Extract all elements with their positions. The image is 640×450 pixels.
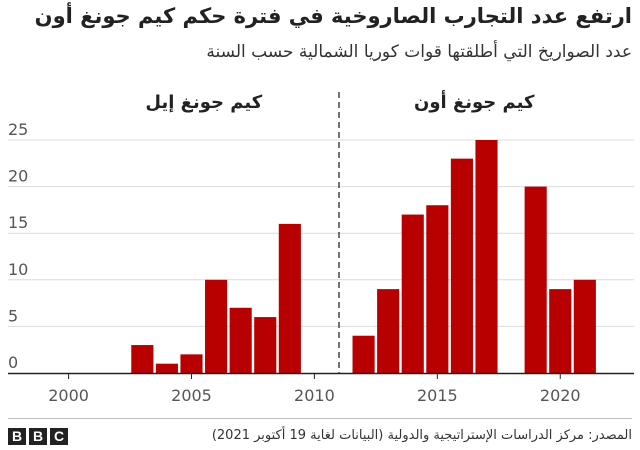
- x-tick-label: 2000: [48, 386, 89, 405]
- bar: [401, 214, 424, 373]
- y-tick-label: 25: [8, 120, 28, 139]
- bars: [131, 140, 596, 373]
- bar: [180, 354, 203, 373]
- y-tick-label: 10: [8, 260, 28, 279]
- era-labels: كيم جونغ إيل كيم جونغ أون: [145, 90, 535, 113]
- bbc-logo-letter: C: [50, 428, 68, 445]
- chart-subtitle: عدد الصواريخ التي أطلقتها قوات كوريا الش…: [206, 42, 632, 62]
- bbc-logo: B B C: [8, 428, 68, 445]
- bar: [205, 279, 228, 373]
- bar: [254, 317, 277, 373]
- bar: [131, 345, 154, 373]
- chart-title: ارتفع عدد التجارب الصاروخية في فترة حكم …: [34, 4, 632, 28]
- y-tick-label: 5: [8, 306, 18, 325]
- era-label: كيم جونغ إيل: [145, 92, 262, 113]
- bar-chart: 0 5 10 15 20 25 2000 2005 2010 2015 2020 كيم جونغ…: [8, 90, 634, 405]
- bar: [278, 223, 301, 373]
- y-tick-label: 20: [8, 167, 28, 186]
- y-tick-labels: 0 5 10 15 20 25: [8, 120, 28, 372]
- bar: [352, 335, 375, 373]
- x-tick-label: 2020: [540, 386, 581, 405]
- era-label: كيم جونغ أون: [414, 90, 535, 113]
- bar: [524, 186, 547, 373]
- bar: [475, 140, 498, 373]
- bar: [377, 289, 400, 373]
- bar: [229, 307, 252, 373]
- source-note: المصدر: مركز الدراسات الإستراتيجية والدو…: [211, 428, 632, 443]
- x-tick-labels: 2000 2005 2010 2015 2020: [48, 373, 581, 405]
- bar: [573, 279, 596, 373]
- bar: [155, 363, 178, 373]
- bbc-logo-letter: B: [29, 428, 47, 445]
- bar: [426, 205, 449, 373]
- x-tick-label: 2005: [171, 386, 212, 405]
- y-tick-label: 15: [8, 213, 28, 232]
- x-tick-label: 2015: [417, 386, 458, 405]
- bbc-logo-letter: B: [8, 428, 26, 445]
- y-tick-label: 0: [8, 353, 18, 372]
- bar: [450, 158, 473, 373]
- x-tick-label: 2010: [294, 386, 335, 405]
- bar: [549, 289, 572, 373]
- footer-divider: [8, 418, 632, 419]
